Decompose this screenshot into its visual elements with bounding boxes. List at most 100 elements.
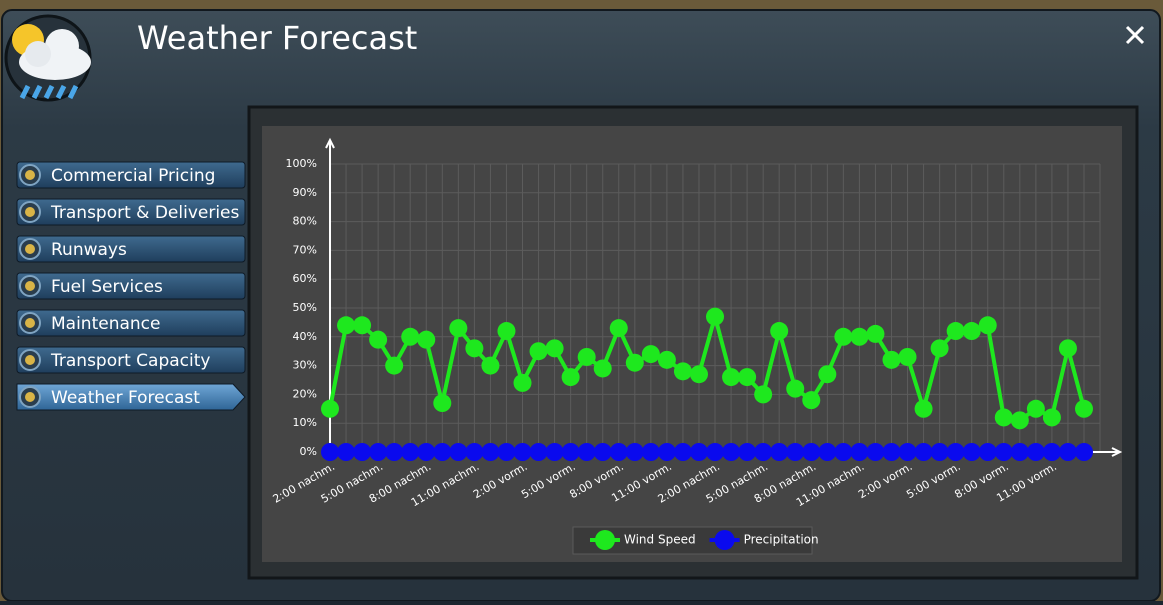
y-tick-label: 90% <box>293 186 317 199</box>
menu-icon-core <box>25 207 35 217</box>
data-point <box>1010 411 1029 430</box>
y-tick-label: 80% <box>293 215 317 228</box>
data-point <box>513 443 532 461</box>
data-point <box>754 443 773 461</box>
data-point <box>657 350 676 369</box>
menu-label: Fuel Services <box>51 277 163 297</box>
data-point <box>689 365 708 384</box>
data-point <box>786 379 805 398</box>
y-tick-label: 0% <box>300 445 317 458</box>
data-point <box>930 443 949 461</box>
menu-icon-core <box>25 281 35 291</box>
data-point <box>914 399 933 418</box>
weather-icon <box>4 14 92 102</box>
y-tick-label: 70% <box>293 243 317 256</box>
data-point <box>593 359 612 378</box>
data-point <box>401 327 420 346</box>
y-tick-label: 50% <box>293 301 317 314</box>
data-point <box>802 391 821 410</box>
data-point <box>657 443 676 461</box>
data-point <box>1026 443 1045 461</box>
data-point <box>481 443 500 461</box>
data-point <box>770 443 789 461</box>
menu-button-bg <box>16 272 246 300</box>
data-point <box>337 443 356 461</box>
y-tick-label: 10% <box>293 416 317 429</box>
data-point <box>561 368 580 387</box>
data-point <box>577 347 596 366</box>
data-point <box>641 443 660 461</box>
data-point <box>673 362 692 381</box>
data-point <box>834 327 853 346</box>
data-point <box>561 443 580 461</box>
data-point <box>770 322 789 341</box>
data-point <box>962 322 981 341</box>
data-point <box>625 353 644 372</box>
data-point <box>369 330 388 349</box>
menu-button[interactable]: Runways <box>16 235 246 263</box>
data-point <box>609 443 628 461</box>
menu-button[interactable]: Transport Capacity <box>16 346 246 374</box>
data-point <box>417 330 436 349</box>
data-point <box>385 356 404 375</box>
data-point <box>1058 339 1077 358</box>
data-point <box>449 443 468 461</box>
menu-label: Transport & Deliveries <box>50 203 240 223</box>
data-point <box>529 443 548 461</box>
data-point <box>1042 408 1061 427</box>
data-point <box>641 345 660 364</box>
menu: Commercial Pricing Transport & Deliveries… <box>16 161 246 411</box>
data-point <box>706 307 725 326</box>
menu-icon-core <box>25 244 35 254</box>
menu-button[interactable]: Transport & Deliveries <box>16 198 246 226</box>
legend-swatch <box>714 530 735 550</box>
data-point <box>994 408 1013 427</box>
data-point <box>321 443 339 461</box>
data-point <box>946 322 965 341</box>
data-point <box>994 443 1013 461</box>
menu-label: Runways <box>51 240 127 260</box>
data-point <box>401 443 420 461</box>
menu-button-bg <box>16 235 246 263</box>
menu-button[interactable]: Maintenance <box>16 309 246 337</box>
data-point <box>818 443 837 461</box>
data-point <box>754 385 773 404</box>
data-point <box>545 339 564 358</box>
menu-icon-core <box>25 355 35 365</box>
data-point <box>930 339 949 358</box>
menu-button[interactable]: Fuel Services <box>16 272 246 300</box>
menu-label: Maintenance <box>51 314 160 334</box>
menu-button[interactable]: Commercial Pricing <box>16 161 246 189</box>
data-point <box>545 443 564 461</box>
data-point <box>353 443 372 461</box>
y-tick-label: 30% <box>293 359 317 372</box>
data-point <box>673 443 692 461</box>
data-point <box>802 443 821 461</box>
menu-button[interactable]: Weather Forecast <box>16 383 246 411</box>
data-point <box>962 443 981 461</box>
data-point <box>321 399 339 418</box>
data-point <box>882 443 901 461</box>
data-point <box>689 443 708 461</box>
menu-icon-core <box>25 392 35 402</box>
menu-button-bg <box>16 309 246 337</box>
close-button[interactable] <box>1125 25 1145 45</box>
data-point <box>385 443 404 461</box>
menu-button-bg <box>16 383 246 411</box>
data-point <box>818 365 837 384</box>
data-point <box>1042 443 1061 461</box>
data-point <box>1026 399 1045 418</box>
y-tick-label: 20% <box>293 387 317 400</box>
legend-swatch <box>595 530 615 550</box>
data-point <box>497 443 516 461</box>
data-point <box>738 368 757 387</box>
data-point <box>706 443 725 461</box>
data-point <box>850 327 869 346</box>
data-point <box>722 368 741 387</box>
data-point <box>898 443 917 461</box>
data-point <box>898 347 917 366</box>
data-point <box>850 443 869 461</box>
data-point <box>369 443 388 461</box>
